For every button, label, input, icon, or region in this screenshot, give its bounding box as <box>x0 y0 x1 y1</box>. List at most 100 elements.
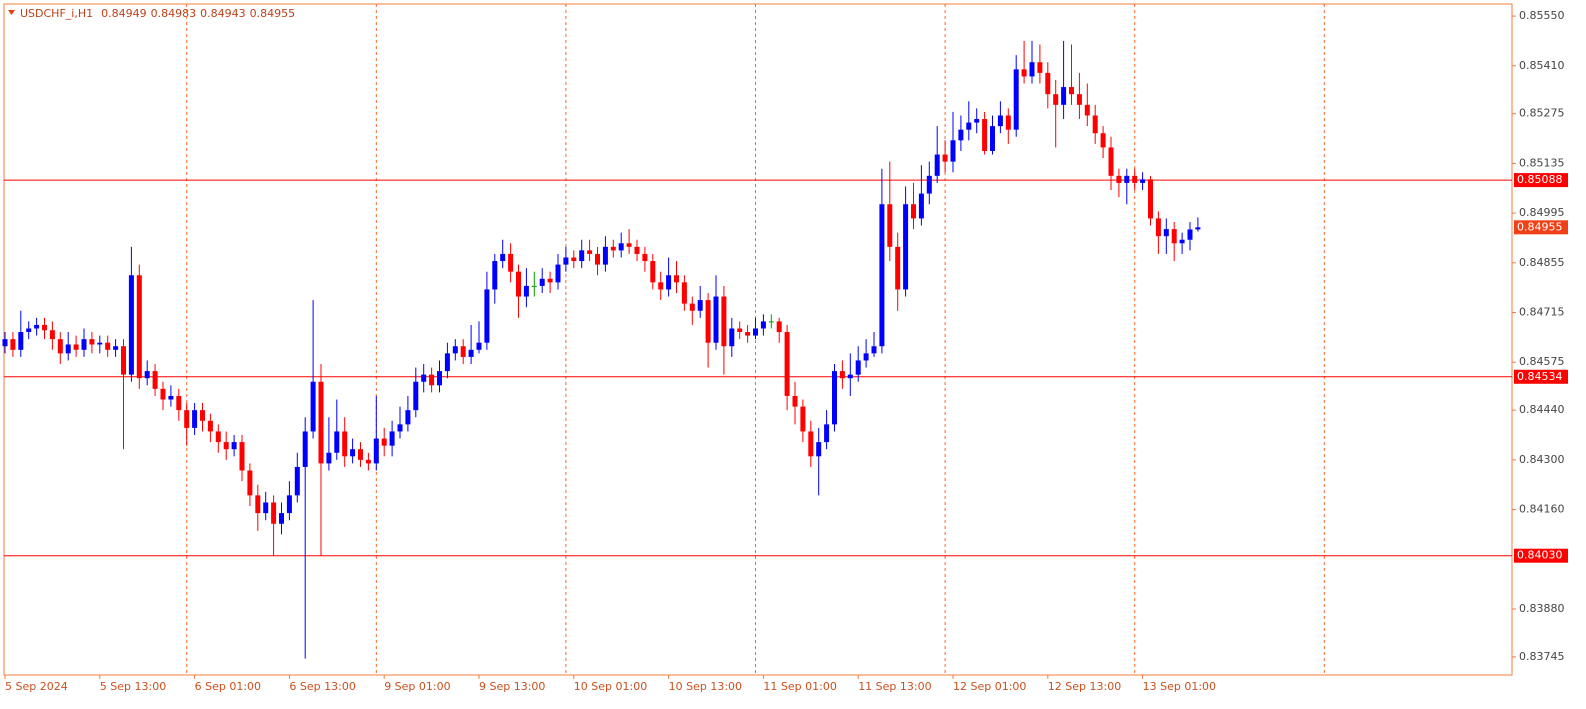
y-tick-label: 0.83745 <box>1519 650 1565 663</box>
candle-body <box>200 410 205 421</box>
candle-body <box>1037 62 1043 73</box>
symbol: USDCHF_i,H1 <box>20 7 93 20</box>
candle-body <box>1195 227 1201 230</box>
y-tick-label: 0.84160 <box>1519 503 1565 516</box>
candle-body <box>1163 229 1169 237</box>
x-tick-label: 9 Sep 13:00 <box>479 680 545 693</box>
candle-body <box>49 330 55 340</box>
y-tick-label: 0.83880 <box>1519 602 1565 615</box>
candle-body <box>666 275 672 290</box>
header-open: 0.84949 <box>101 7 147 20</box>
candle-body <box>215 431 221 443</box>
candle-body <box>105 342 111 350</box>
candle-body <box>911 204 916 219</box>
candle-body <box>634 246 640 254</box>
candle-body <box>168 395 174 400</box>
candle-body <box>523 285 529 297</box>
candle-body <box>563 257 569 265</box>
candle-body <box>642 253 648 262</box>
candle-body <box>990 126 995 151</box>
candle-body <box>531 285 537 287</box>
candle-body <box>926 175 932 194</box>
candle-body <box>350 449 356 457</box>
candle-body <box>942 154 948 162</box>
candle-body <box>310 381 316 432</box>
candle-body <box>626 243 632 247</box>
candle-body <box>57 339 63 354</box>
candle-body <box>89 339 95 345</box>
candle-body <box>476 342 482 350</box>
candle-body <box>437 371 442 386</box>
candle-body <box>966 122 972 130</box>
x-tick-label: 10 Sep 13:00 <box>669 680 742 693</box>
candle-body <box>113 346 119 350</box>
candle-body <box>887 204 893 247</box>
candle-body <box>1116 175 1122 183</box>
y-tick-label: 0.84300 <box>1519 453 1565 466</box>
candle-body <box>65 344 71 354</box>
x-tick-label: 12 Sep 01:00 <box>953 680 1026 693</box>
collapse-icon[interactable] <box>8 10 15 15</box>
candle-body <box>1171 229 1177 244</box>
candle-body <box>484 289 490 343</box>
candle-body <box>602 246 608 265</box>
candle-body <box>863 353 869 361</box>
y-tick-label: 0.85550 <box>1519 9 1565 22</box>
header-low: 0.84943 <box>200 7 246 20</box>
candle-body <box>207 420 213 432</box>
x-tick-label: 11 Sep 13:00 <box>858 680 931 693</box>
candle-body <box>429 374 435 386</box>
candle-body <box>421 374 427 382</box>
y-tick-label: 0.85135 <box>1519 156 1565 169</box>
candle-body <box>302 431 308 467</box>
candle-body <box>1124 175 1130 183</box>
x-tick-label: 9 Sep 01:00 <box>384 680 450 693</box>
candle-body <box>800 406 806 432</box>
candle-body <box>776 321 782 333</box>
candle-body <box>144 371 150 379</box>
candle-body <box>784 332 790 396</box>
candle-body <box>1108 147 1114 176</box>
price-label: 0.84955 <box>1517 220 1563 233</box>
candle-body <box>792 395 798 407</box>
candle-body <box>405 410 411 425</box>
candle-body <box>705 300 711 343</box>
candle-body <box>713 296 719 343</box>
candle-body <box>879 204 885 347</box>
candle-body <box>397 424 403 432</box>
candle-body <box>81 339 87 350</box>
y-tick-label: 0.84440 <box>1519 403 1565 416</box>
candle-body <box>239 442 245 471</box>
candle-body <box>816 442 822 457</box>
candle-body <box>508 253 514 272</box>
candle-body <box>176 395 182 411</box>
candle-body <box>263 502 269 514</box>
candle-body <box>555 264 561 283</box>
header-close: 0.84955 <box>250 7 296 20</box>
candle-body <box>444 353 450 372</box>
chart-header: USDCHF_i,H1 0.84949 0.84983 0.84943 0.84955 <box>20 7 295 20</box>
candle-body <box>255 495 261 514</box>
candle-body <box>997 115 1003 127</box>
candle-body <box>610 246 616 251</box>
candle-body <box>1155 218 1161 237</box>
y-tick-label: 0.84855 <box>1519 256 1565 269</box>
header-high: 0.84983 <box>151 7 197 20</box>
candle-body <box>808 431 814 457</box>
candle-body <box>136 275 142 379</box>
candle-body <box>832 371 837 425</box>
candle-body <box>516 271 521 297</box>
candle-body <box>1187 229 1193 240</box>
candle-body <box>737 328 743 333</box>
candle-body <box>247 470 253 496</box>
candle-body <box>697 300 703 311</box>
candle-body <box>128 275 134 375</box>
candle-body <box>587 250 593 254</box>
candle-body <box>1029 62 1035 77</box>
candle-body <box>326 452 332 464</box>
x-tick-label: 13 Sep 01:00 <box>1143 680 1216 693</box>
candle-body <box>358 449 363 460</box>
candle-body <box>318 381 324 464</box>
level-label-bg <box>1514 173 1568 188</box>
